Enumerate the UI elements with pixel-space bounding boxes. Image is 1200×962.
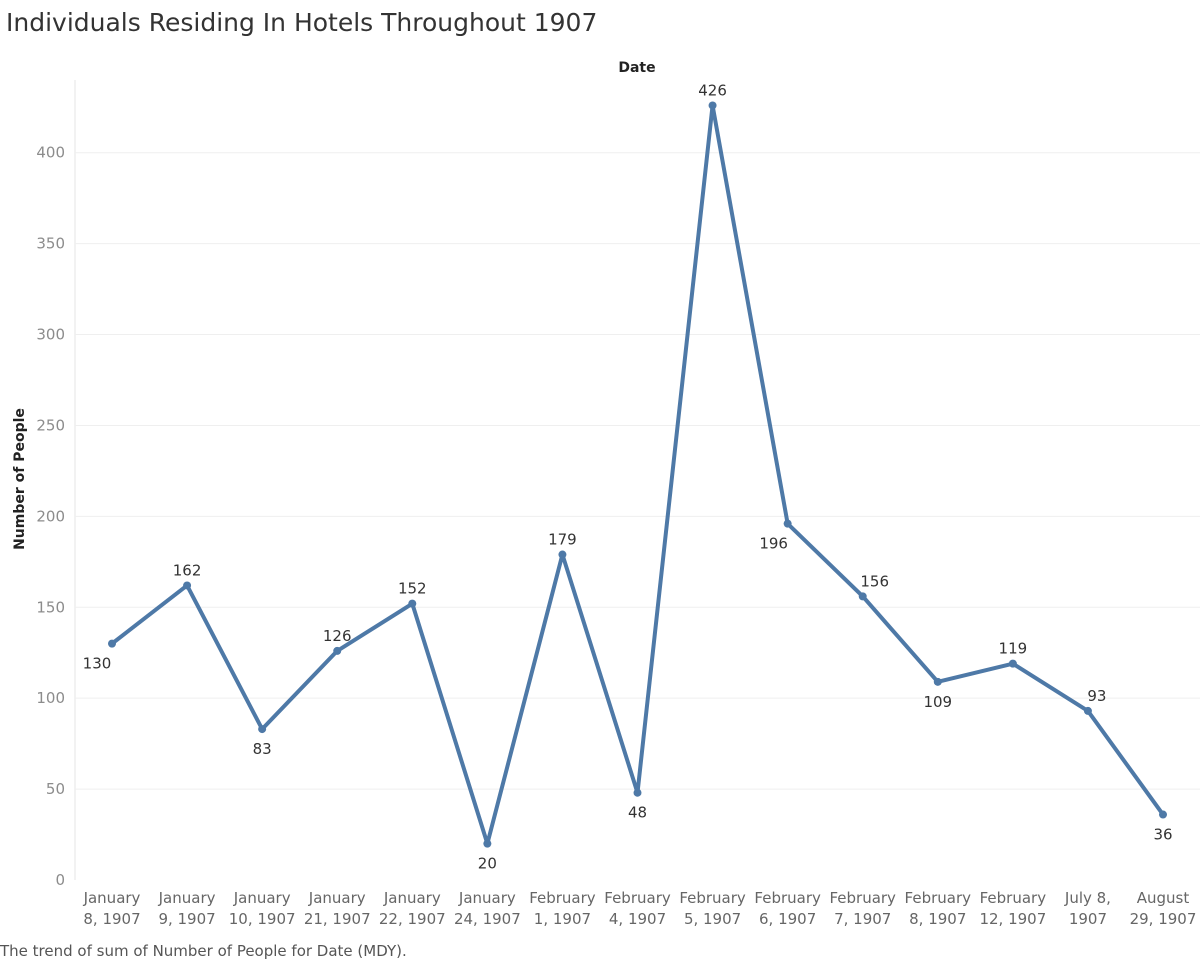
data-label: 152 — [398, 580, 427, 598]
x-tick-label-line: 1907 — [1069, 910, 1107, 928]
x-tick-label-line: January — [458, 889, 516, 907]
y-tick-label: 0 — [55, 871, 65, 889]
x-tick-label-line: January — [83, 889, 141, 907]
x-axis-categories: January 8, 1907 January 9, 1907 January 10, 1… — [83, 889, 1197, 928]
x-tick-label: February 4, 1907 — [604, 889, 671, 928]
x-tick-label-line: July 8, — [1064, 889, 1111, 907]
y-tick-label: 50 — [46, 780, 65, 798]
data-label: 130 — [83, 655, 112, 673]
x-tick-label-line: February — [829, 889, 896, 907]
x-tick-label-line: January — [158, 889, 216, 907]
data-point — [708, 101, 717, 110]
data-point — [558, 550, 567, 559]
x-tick-label-line: February — [980, 889, 1047, 907]
x-tick-label-line: January — [233, 889, 291, 907]
y-tick-label: 200 — [36, 507, 65, 525]
data-point — [1083, 706, 1092, 715]
x-tick-label: July 8, 1907 — [1064, 889, 1111, 928]
x-tick-label: August 29, 1907 — [1130, 889, 1197, 928]
data-point — [858, 592, 867, 601]
x-tick-label-line: 21, 1907 — [304, 910, 371, 928]
data-label: 426 — [698, 81, 727, 99]
data-point — [483, 839, 492, 848]
x-tick-label: January 22, 1907 — [379, 889, 446, 928]
x-tick-label-line: February — [679, 889, 746, 907]
series-line-group — [110, 103, 1165, 846]
x-tick-label: February 8, 1907 — [905, 889, 972, 928]
x-tick-label: February 5, 1907 — [679, 889, 746, 928]
x-tick-label-line: August — [1137, 889, 1190, 907]
data-label: 83 — [253, 740, 272, 758]
x-tick-label: January 9, 1907 — [158, 889, 216, 928]
x-tick-label-line: February — [905, 889, 972, 907]
data-point — [183, 581, 192, 590]
data-point — [408, 599, 417, 608]
y-tick-label: 300 — [36, 326, 65, 344]
data-label: 48 — [628, 804, 647, 822]
x-tick-label: January 8, 1907 — [83, 889, 141, 928]
data-label: 156 — [860, 572, 889, 590]
x-tick-label-line: February — [604, 889, 671, 907]
data-label: 126 — [323, 627, 352, 645]
data-point — [783, 519, 792, 528]
data-point — [1159, 810, 1167, 819]
data-label: 109 — [923, 693, 952, 711]
x-tick-label-line: 22, 1907 — [379, 910, 446, 928]
x-tick-label-line: 10, 1907 — [229, 910, 296, 928]
data-label: 162 — [173, 561, 202, 579]
x-tick-label-line: 9, 1907 — [158, 910, 215, 928]
data-point — [933, 677, 942, 686]
data-points — [108, 101, 1167, 848]
x-tick-label-line: 7, 1907 — [834, 910, 891, 928]
x-tick-label-line: 12, 1907 — [979, 910, 1046, 928]
data-label: 196 — [759, 535, 788, 553]
y-tick-label: 250 — [36, 416, 65, 434]
x-tick-label: February 7, 1907 — [829, 889, 896, 928]
data-labels: 130 162 83 126 152 20 179 48 426 196 156 109 119 93 36 — [83, 81, 1173, 872]
x-tick-label: January 24, 1907 — [454, 889, 521, 928]
y-tick-label: 100 — [36, 689, 65, 707]
chart-caption: The trend of sum of Number of People for… — [0, 942, 407, 960]
x-tick-label: February 12, 1907 — [979, 889, 1046, 928]
series-line — [110, 103, 1165, 846]
y-tick-label: 350 — [36, 235, 65, 253]
data-point — [258, 725, 267, 734]
data-label: 119 — [999, 640, 1028, 658]
x-tick-label-line: February — [529, 889, 596, 907]
y-axis-ticks: 0 50 100 150 200 250 300 350 400 — [36, 144, 65, 889]
y-axis-title: Number of People — [12, 408, 28, 550]
data-point — [333, 646, 342, 655]
x-tick-label-line: 4, 1907 — [609, 910, 666, 928]
x-tick-label-line: 5, 1907 — [684, 910, 741, 928]
chart-title: Individuals Residing In Hotels Throughou… — [6, 8, 598, 37]
x-tick-label-line: 29, 1907 — [1130, 910, 1197, 928]
x-tick-label-line: January — [383, 889, 441, 907]
x-tick-label: January 21, 1907 — [304, 889, 371, 928]
data-label: 36 — [1153, 826, 1172, 844]
data-label: 93 — [1087, 687, 1106, 705]
x-tick-label-line: 8, 1907 — [909, 910, 966, 928]
x-tick-label-line: 8, 1907 — [83, 910, 140, 928]
y-tick-label: 400 — [36, 144, 65, 162]
x-tick-label: February 6, 1907 — [754, 889, 821, 928]
data-point — [1008, 659, 1017, 668]
x-tick-label-line: 24, 1907 — [454, 910, 521, 928]
x-tick-label-line: February — [754, 889, 821, 907]
data-label: 179 — [548, 531, 577, 549]
x-tick-label: January 10, 1907 — [229, 889, 296, 928]
x-tick-label-line: 6, 1907 — [759, 910, 816, 928]
y-tick-label: 150 — [36, 598, 65, 616]
x-tick-label: February 1, 1907 — [529, 889, 596, 928]
x-tick-label-line: January — [308, 889, 366, 907]
x-axis-title: Date — [618, 60, 655, 76]
gridlines — [74, 80, 1200, 880]
x-tick-label-line: 1, 1907 — [534, 910, 591, 928]
data-label: 20 — [478, 855, 497, 873]
data-point — [633, 788, 642, 797]
data-point — [108, 639, 116, 648]
